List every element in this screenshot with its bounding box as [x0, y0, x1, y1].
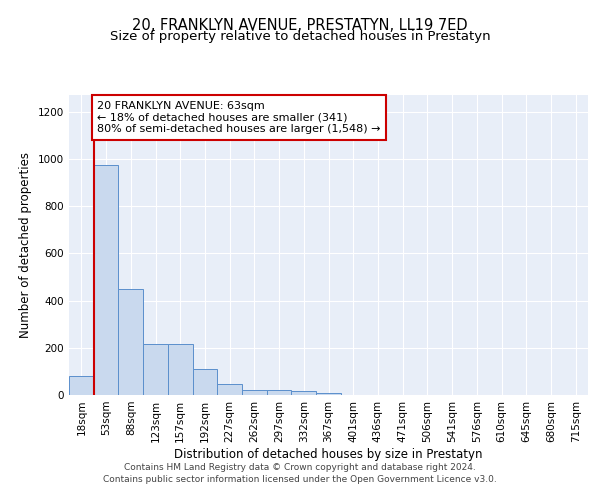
Text: Contains HM Land Registry data © Crown copyright and database right 2024.: Contains HM Land Registry data © Crown c… — [124, 462, 476, 471]
Bar — [94, 164, 118, 395]
Y-axis label: Number of detached properties: Number of detached properties — [19, 152, 32, 338]
Bar — [267, 390, 292, 395]
Text: 20, FRANKLYN AVENUE, PRESTATYN, LL19 7ED: 20, FRANKLYN AVENUE, PRESTATYN, LL19 7ED — [132, 18, 468, 32]
Bar — [217, 384, 242, 395]
Text: Size of property relative to detached houses in Prestatyn: Size of property relative to detached ho… — [110, 30, 490, 43]
Bar — [316, 393, 341, 395]
Bar — [118, 288, 143, 395]
Bar — [242, 390, 267, 395]
Bar — [168, 344, 193, 395]
Bar — [292, 392, 316, 395]
Text: Contains public sector information licensed under the Open Government Licence v3: Contains public sector information licen… — [103, 475, 497, 484]
Bar — [143, 344, 168, 395]
X-axis label: Distribution of detached houses by size in Prestatyn: Distribution of detached houses by size … — [174, 448, 483, 460]
Bar — [69, 376, 94, 395]
Bar — [193, 369, 217, 395]
Text: 20 FRANKLYN AVENUE: 63sqm
← 18% of detached houses are smaller (341)
80% of semi: 20 FRANKLYN AVENUE: 63sqm ← 18% of detac… — [97, 101, 381, 134]
